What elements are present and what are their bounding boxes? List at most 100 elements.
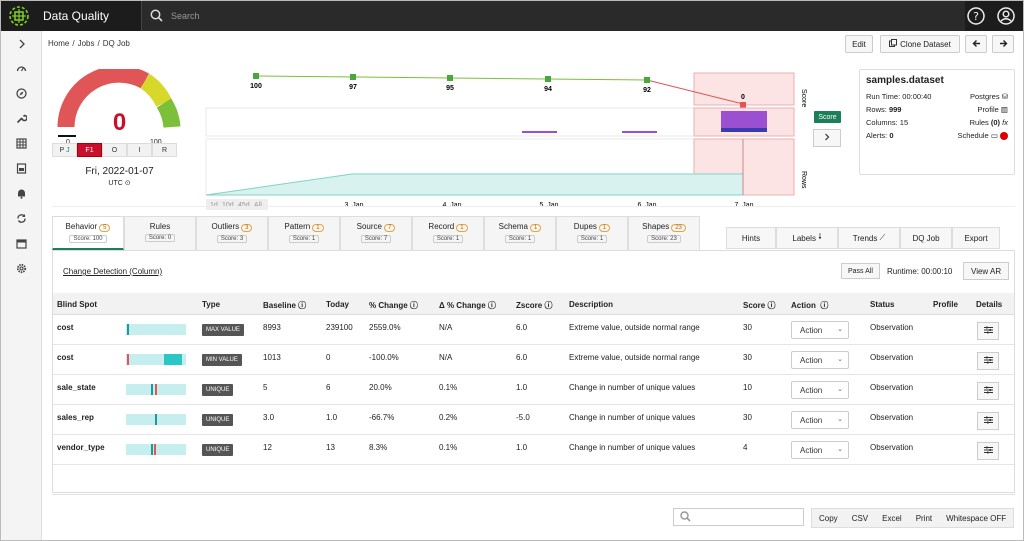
pct-change-value: -100.0% <box>369 353 399 362</box>
edit-button[interactable]: Edit <box>845 35 873 53</box>
details-button[interactable] <box>977 412 999 430</box>
rules-link[interactable]: Rules (0) fx <box>969 118 1008 127</box>
details-button[interactable] <box>977 322 999 340</box>
timeline-point[interactable] <box>740 102 746 108</box>
pct-change-value: 8.3% <box>369 443 388 452</box>
timeline-point[interactable] <box>447 75 453 81</box>
today-value: 1.0 <box>326 413 338 422</box>
tab-dupes[interactable]: Dupes 1 Score: 1 <box>556 216 628 250</box>
dashboard-icon[interactable] <box>1 56 42 81</box>
col-profile[interactable]: Profile <box>933 300 958 309</box>
action-select[interactable]: Action ⌄ <box>791 441 849 459</box>
whitespace-toggle[interactable]: Whitespace OFF <box>946 513 1007 523</box>
tab-outliers[interactable]: Outliers 3 Score: 3 <box>196 216 268 250</box>
settings-icon[interactable] <box>1 256 42 281</box>
col-type[interactable]: Type <box>202 300 221 309</box>
table-icon[interactable] <box>1 131 42 156</box>
calendar-icon[interactable] <box>1 231 42 256</box>
tab-pattern[interactable]: Pattern 1 Score: 1 <box>268 216 340 250</box>
expand-sidebar-icon[interactable] <box>1 31 42 56</box>
csv-button[interactable]: CSV <box>851 513 869 523</box>
timeline-point[interactable] <box>644 77 650 83</box>
svg-text:?: ? <box>973 10 979 23</box>
bell-icon[interactable] <box>1 181 42 206</box>
range-10d-button[interactable]: 10d <box>222 202 234 209</box>
prev-run-button[interactable] <box>965 35 987 53</box>
range-all-button[interactable]: All <box>254 202 262 209</box>
labels-tab[interactable]: Labels 🠗 <box>776 227 838 249</box>
col-blind-spot[interactable]: Blind Spot <box>57 300 97 309</box>
col-description[interactable]: Description <box>569 300 614 309</box>
range-bar <box>126 384 186 395</box>
tab-rules[interactable]: Rules Score: 0 <box>124 216 196 250</box>
details-button[interactable] <box>977 442 999 460</box>
trends-tab[interactable]: Trends ⟋ <box>838 227 900 249</box>
next-run-button[interactable] <box>992 35 1014 53</box>
tab-source[interactable]: Source 7 Score: 7 <box>340 216 412 250</box>
status-tab-r[interactable]: R <box>152 143 177 157</box>
range-1d-button[interactable]: 1d <box>210 202 218 209</box>
change-detection-link[interactable]: Change Detection (Column) <box>63 267 163 276</box>
col-baseline[interactable]: Baseline ⓘ <box>263 301 307 310</box>
help-icon[interactable]: ? <box>965 5 987 27</box>
copy-button[interactable]: Copy <box>819 513 838 523</box>
breadcrumb-jobs[interactable]: Jobs <box>77 39 95 48</box>
zscore-value: 1.0 <box>516 443 528 452</box>
sync-icon[interactable] <box>1 206 42 231</box>
status-tab-i[interactable]: I <box>127 143 152 157</box>
score-toggle-button[interactable]: Score <box>814 111 841 123</box>
export-tab[interactable]: Export <box>952 227 1000 249</box>
timeline-point[interactable] <box>545 76 551 82</box>
status-tab-p[interactable]: P J <box>52 143 77 157</box>
col-delta-pct-change[interactable]: Δ % Change ⓘ <box>439 301 496 310</box>
tab-record[interactable]: Record 1 Score: 1 <box>412 216 484 250</box>
excel-button[interactable]: Excel <box>882 513 902 523</box>
score-gauge: 0 100 0 <box>52 65 187 189</box>
gauge-score: 0 <box>112 109 127 136</box>
details-button[interactable] <box>977 352 999 370</box>
search-input[interactable] <box>171 11 471 21</box>
action-select[interactable]: Action ⌄ <box>791 321 849 339</box>
logo-icon[interactable] <box>1 1 37 31</box>
delta-change-value: N/A <box>439 323 453 332</box>
compass-icon[interactable] <box>1 81 42 106</box>
main-content: Home / Jobs / DQ Job Edit Clone Dataset <box>42 31 1023 540</box>
hints-tab[interactable]: Hints <box>726 227 776 249</box>
col-status[interactable]: Status <box>870 300 895 309</box>
status-tab-o[interactable]: O <box>102 143 127 157</box>
view-ar-button[interactable]: View AR <box>963 262 1010 280</box>
dq-job-tab[interactable]: DQ Job <box>900 227 952 249</box>
table-search-input[interactable] <box>673 508 804 526</box>
tab-schema[interactable]: Schema 1 Score: 1 <box>484 216 556 250</box>
col-action[interactable]: Action ⓘ <box>791 301 829 310</box>
clone-dataset-button[interactable]: Clone Dataset <box>880 35 960 53</box>
col-score[interactable]: Score ⓘ <box>743 301 776 310</box>
postgres-link[interactable]: Postgres ⛁ <box>970 92 1008 101</box>
col-today[interactable]: Today <box>326 300 349 309</box>
profile-link[interactable]: Profile ▥ <box>977 105 1008 114</box>
description-text: Extreme value, outside normal range <box>569 353 700 362</box>
timeline-next-button[interactable] <box>813 129 841 147</box>
range-45d-button[interactable]: 45d <box>238 202 250 209</box>
breadcrumb-home[interactable]: Home <box>48 39 70 48</box>
action-select[interactable]: Action ⌄ <box>791 351 849 369</box>
col-pct-change[interactable]: % Change ⓘ <box>369 301 418 310</box>
action-select[interactable]: Action ⌄ <box>791 411 849 429</box>
details-button[interactable] <box>977 382 999 400</box>
behavior-panel: Change Detection (Column) Pass All Runti… <box>52 250 1015 493</box>
print-button[interactable]: Print <box>915 513 933 523</box>
tab-shapes[interactable]: Shapes 23 Score: 23 <box>628 216 700 250</box>
schedule-link[interactable]: Schedule ▭ <box>957 131 1008 140</box>
timeline-point[interactable] <box>350 74 356 80</box>
report-icon[interactable] <box>1 156 42 181</box>
user-icon[interactable] <box>995 5 1017 27</box>
score-axis-label: Score <box>800 89 807 107</box>
pass-all-button[interactable]: Pass All <box>841 263 880 279</box>
wrench-icon[interactable] <box>1 106 42 131</box>
timeline-point[interactable] <box>253 73 259 79</box>
col-details[interactable]: Details <box>976 300 1003 309</box>
action-select[interactable]: Action ⌄ <box>791 381 849 399</box>
col-zscore[interactable]: Zscore ⓘ <box>516 301 553 310</box>
tab-behavior[interactable]: Behavior 5 Score: 100 <box>52 216 124 250</box>
